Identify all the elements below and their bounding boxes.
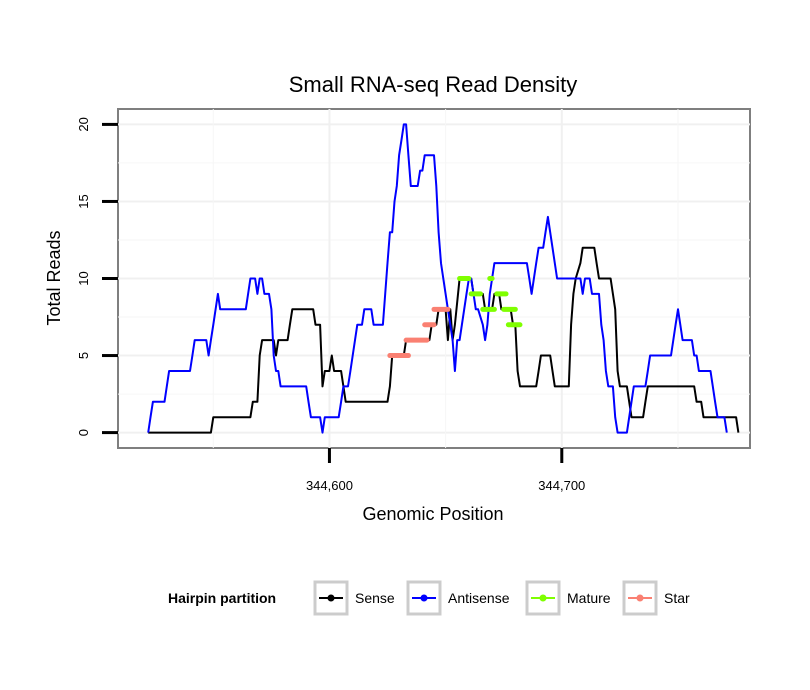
x-tick-label: 344,600 [306,478,353,493]
series-layer [147,123,740,434]
legend-key-dot [539,594,547,602]
y-tick-label: 20 [76,117,91,131]
plot-panel [117,108,751,449]
legend-item-mature: Mature [525,580,611,616]
y-tick-label: 15 [76,194,91,208]
legend-items: Sense Antisense Mature Star [313,580,690,616]
y-tick-label: 5 [76,352,91,359]
legend-label: Sense [355,590,395,606]
legend-label: Antisense [448,590,510,606]
chart-title: Small RNA-seq Read Density [289,72,578,97]
legend-item-antisense: Antisense [406,580,510,616]
legend-title: Hairpin partition [168,590,276,606]
series-line-antisense [147,123,728,434]
grid-lines [118,109,750,448]
y-axis: 0 5 10 15 20 [76,117,118,436]
legend-label: Mature [567,590,611,606]
y-tick-label: 0 [76,429,91,436]
legend-key-dot [420,594,428,602]
legend-item-star: Star [622,580,690,616]
y-tick-label: 10 [76,271,91,285]
legend-key-dot [636,594,644,602]
x-axis-title: Genomic Position [362,504,503,524]
legend: Hairpin partition Sense Antisense Mature St… [168,580,690,616]
x-axis: 344,600 344,700 [306,448,585,493]
legend-label: Star [664,590,690,606]
legend-key-dot [327,594,335,602]
legend-item-sense: Sense [313,580,395,616]
x-tick-label: 344,700 [538,478,585,493]
y-axis-title: Total Reads [44,230,64,325]
